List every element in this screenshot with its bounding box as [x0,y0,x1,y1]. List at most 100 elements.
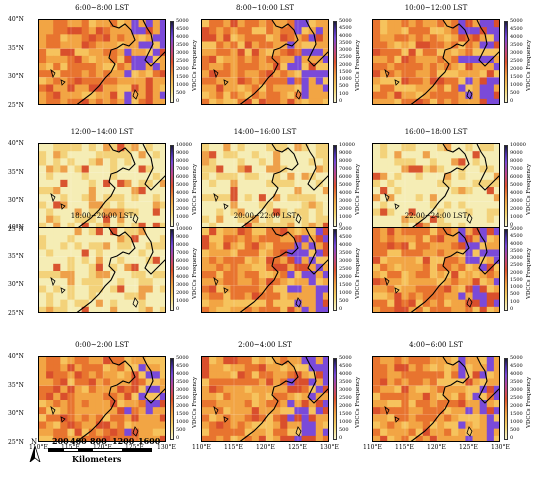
colorbar-tick: 2000 [339,206,352,212]
colorbar-tick: 3500 [176,379,189,385]
colorbar-title: VDCCs Frequency [355,39,361,91]
colorbar-tick: 4000 [176,274,189,280]
colorbar-tick: 2000 [339,403,352,409]
colorbar-title: VDCCs Frequency [355,376,361,428]
colorbar-tick: 5000 [510,18,523,24]
north-arrow: N [28,438,42,462]
colorbar-tick: 500 [176,427,186,433]
latitude-label: 40°N [8,140,24,147]
colorbar-title: VDCCs Frequency [526,376,532,428]
colorbar-tick: 1000 [176,214,189,220]
latitude-label: 30°N [8,73,24,81]
colorbar-tick: 500 [339,427,349,433]
colorbar-tick: 8000 [510,158,523,164]
colorbar [170,358,174,440]
colorbar-tick: 8000 [176,242,189,248]
colorbar-tick: 3000 [510,198,523,204]
scale-tick-200: 200 [52,436,69,446]
colorbar-tick: 500 [176,90,186,96]
colorbar-tick: 2500 [510,58,523,64]
north-label: N [31,438,38,446]
colorbar-title: VDCCs Frequency [192,247,198,299]
colorbar-tick: 2000 [339,61,352,68]
colorbar-tick: 0 [510,306,514,312]
colorbar-tick: 4500 [339,25,352,32]
colorbar-tick: 2000 [176,403,189,409]
colorbar [504,358,508,440]
colorbar-tick: 100 [339,90,349,97]
colorbar-tick: 1000 [339,76,352,83]
colorbar [333,358,337,440]
colorbar-tick: 1000 [176,298,189,304]
colorbar-tick: 4000 [339,32,352,39]
colorbar-tick: 3000 [176,50,189,56]
colorbar-tick: 4500 [176,26,189,32]
colorbar-tick: 2000 [176,206,189,212]
panel-title: 6:00~8:00 LST [75,4,129,12]
longitude-label: 125°E [459,444,478,451]
colorbar-tick: 1000 [339,214,352,220]
colorbar-tick: 2000 [176,66,189,72]
colorbar-tick: 0 [339,435,343,441]
colorbar-tick: 2000 [176,290,189,296]
colorbar-tick: 3500 [176,42,189,48]
colorbar-tick: 0 [339,222,343,228]
colorbar-tick: 0 [510,98,514,104]
vdcc-frequency-map [372,19,500,105]
colorbar-tick: 6000 [176,174,189,180]
panel-title: 20:00~22:00 LST [233,212,297,220]
colorbar-title: VDCCs Frequency [192,163,198,215]
vdcc-frequency-map [38,143,166,229]
colorbar-tick: 1000 [176,82,189,88]
panel-title: 22:00~24:00 LST [404,212,468,220]
colorbar-tick: 500 [339,83,349,90]
colorbar-tick: 3000 [339,258,352,264]
colorbar-tick: 10000 [176,226,192,232]
longitude-label: 130°E [157,444,176,451]
colorbar-tick: 2500 [176,395,189,401]
colorbar-tick: 500 [510,427,520,433]
panel-title: 0:00~2:00 LST [75,341,129,349]
colorbar-tick: 0 [176,306,180,312]
colorbar-tick: 4500 [339,363,352,369]
longitude-label: 120°E [256,444,275,451]
colorbar-tick: 8000 [176,158,189,164]
scale-bar-segments [48,448,152,452]
colorbar-tick: 4500 [510,363,523,369]
colorbar-tick: 0 [339,98,343,104]
colorbar-tick: 3500 [339,39,352,46]
panel-title: 16:00~18:00 LST [404,128,468,136]
panel-title: 18:00~20:00 LST [70,212,134,220]
colorbar-tick: 4500 [176,363,189,369]
colorbar-tick: 3500 [510,42,523,48]
colorbar-tick: 5000 [339,355,352,361]
colorbar-tick: 1500 [176,411,189,417]
colorbar-tick: 1000 [176,419,189,425]
colorbar-tick: 3500 [510,247,523,254]
colorbar-tick: 7000 [176,166,189,172]
colorbar-tick: 1500 [510,411,523,417]
colorbar-tick: 1000 [510,419,523,425]
longitude-label: 110°E [363,444,382,451]
colorbar-tick: 5000 [510,355,523,361]
colorbar-tick: 4500 [339,234,352,240]
colorbar-tick: 3000 [339,198,352,204]
colorbar-tick: 5000 [339,182,352,188]
colorbar-tick: 7000 [510,166,523,172]
colorbar-tick: 2500 [339,395,352,401]
colorbar-tick: 7000 [176,250,189,256]
colorbar-tick: 10000 [510,142,526,148]
colorbar-tick: 1500 [510,74,523,80]
colorbar-tick: 0 [510,435,514,441]
colorbar [170,145,174,227]
north-arrow-icon [29,446,41,462]
colorbar-tick: 4000 [176,190,189,196]
longitude-label: 110°E [29,444,48,451]
colorbar-tick: 3000 [510,50,523,56]
panel-title: 14:00~16:00 LST [233,128,297,136]
colorbar-tick: 3000 [510,255,523,262]
panel-title: 12:00~14:00 LST [70,128,134,136]
latitude-label: 25°N [8,439,24,446]
vdcc-frequency-map [38,356,166,442]
vdcc-frequency-map [201,19,329,105]
